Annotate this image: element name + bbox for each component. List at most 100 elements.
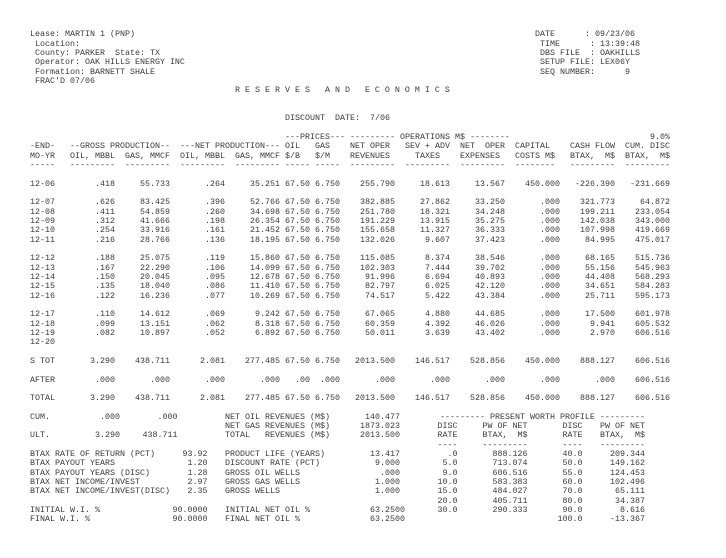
- pw-header: PW OF NET: [600, 421, 645, 432]
- table-cell: 6.750: [315, 234, 340, 245]
- table-cell: 55.733: [140, 178, 170, 189]
- pw-disc-rate: 100.0: [557, 514, 583, 525]
- table-cell: 44.408: [585, 271, 615, 282]
- column-header: OIL: [285, 141, 300, 152]
- table-cell: 6.750: [315, 290, 340, 301]
- table-cell: 67.50: [285, 262, 310, 273]
- total-cell: 2.081: [200, 355, 225, 366]
- column-header: -END-: [30, 141, 55, 152]
- total-cell: 3.290: [90, 393, 115, 404]
- total-cell: .000: [375, 374, 395, 385]
- stat-label: BTAX PAYOUT YEARS: [30, 458, 115, 469]
- total-cell: 67.50: [285, 355, 310, 366]
- stat-value: 1.000: [375, 486, 400, 497]
- column-divider: ---------: [70, 159, 115, 170]
- pw-value: -13.367: [610, 514, 645, 525]
- table-cell: -226.390: [575, 178, 615, 189]
- group-header-gross-production: --GROSS PRODUCTION--: [70, 141, 170, 152]
- total-cell: 450.000: [525, 393, 560, 404]
- table-cell: 6.750: [315, 225, 340, 236]
- stat-label: GROSS OIL WELLS: [225, 467, 300, 478]
- table-cell: 38.546: [475, 253, 505, 264]
- state: State: TX: [115, 47, 160, 58]
- table-cell: 35.251: [250, 178, 280, 189]
- pw-value: 65.111: [615, 486, 645, 497]
- table-cell: 67.50: [285, 290, 310, 301]
- table-cell: 67.50: [285, 215, 310, 226]
- total-cell: 6.750: [315, 355, 340, 366]
- table-cell: 67.50: [285, 309, 310, 320]
- table-cell: 3.639: [425, 327, 450, 338]
- ult-gas: 438.711: [142, 430, 178, 441]
- column-header: OIL, MBBL: [180, 150, 225, 161]
- pw-value: 606.516: [492, 467, 528, 478]
- row-period: 12-11: [30, 234, 55, 245]
- total-row-label: TOTAL: [30, 393, 55, 404]
- table-cell: 321.773: [580, 197, 615, 208]
- row-period: 12-19: [30, 327, 55, 338]
- table-cell: 515.736: [635, 253, 670, 264]
- info-value: OAKHILLS: [600, 47, 640, 58]
- table-cell: 67.50: [285, 327, 310, 338]
- table-cell: 40.893: [475, 271, 505, 282]
- table-cell: 43.384: [475, 290, 505, 301]
- total-cell: 6.750: [315, 393, 340, 404]
- table-cell: 4.392: [425, 318, 450, 329]
- total-cell: .000: [430, 374, 450, 385]
- total-cell: 438.711: [135, 393, 170, 404]
- table-cell: 36.333: [475, 225, 505, 236]
- discount-date-label: DISCOUNT DATE:: [285, 113, 360, 124]
- table-cell: 6.750: [315, 197, 340, 208]
- table-cell: 46.026: [475, 318, 505, 329]
- row-period: 12-15: [30, 281, 55, 292]
- stat-value: 1.000: [375, 477, 400, 488]
- table-cell: 595.173: [635, 290, 670, 301]
- pw-header: DISC: [437, 421, 458, 432]
- table-cell: .000: [540, 234, 560, 245]
- table-cell: 14.612: [140, 309, 170, 320]
- table-cell: 199.211: [580, 206, 615, 217]
- total-cell: 606.516: [635, 355, 670, 366]
- table-cell: 2.970: [590, 327, 615, 338]
- table-cell: 10.269: [250, 290, 280, 301]
- table-cell: 83.425: [140, 197, 170, 208]
- total-cell: .000: [150, 374, 170, 385]
- pw-header: ---------: [482, 439, 528, 450]
- table-cell: 18.195: [250, 234, 280, 245]
- table-cell: 26.354: [250, 215, 280, 226]
- table-cell: 34.651: [585, 281, 615, 292]
- table-cell: 255.790: [360, 178, 395, 189]
- total-cell: 2013.500: [355, 355, 395, 366]
- interest-value: 63.2500: [370, 505, 405, 516]
- table-cell: 67.50: [285, 206, 310, 217]
- revenue-label: NET OIL REVENUES (M$): [225, 411, 330, 422]
- table-cell: .000: [540, 225, 560, 236]
- column-divider: --------: [515, 159, 555, 170]
- table-cell: .260: [205, 206, 225, 217]
- row-period: 12-10: [30, 225, 55, 236]
- info-label: SETUP FILE: [540, 57, 590, 68]
- table-cell: 155.658: [360, 225, 395, 236]
- info-colon: :: [590, 38, 595, 49]
- interest-value: 90.0000: [172, 505, 208, 516]
- table-cell: 13.151: [140, 318, 170, 329]
- pw-disc-rate: 40.0: [562, 449, 583, 460]
- revenue-label: TOTAL REVENUES (M$): [225, 430, 330, 441]
- row-period: 12-18: [30, 318, 55, 329]
- pw-value: 102.496: [610, 477, 645, 488]
- stat-value: 1.28: [187, 467, 208, 478]
- table-cell: .099: [95, 318, 115, 329]
- pw-disc-rate: 80.0: [562, 495, 583, 506]
- info-label: DATE: [535, 29, 555, 40]
- table-cell: .000: [540, 253, 560, 264]
- total-row-label: AFTER: [30, 374, 55, 385]
- table-cell: .077: [205, 290, 225, 301]
- table-cell: 9.941: [590, 318, 615, 329]
- table-cell: 14.099: [250, 262, 280, 273]
- column-divider: ---------: [235, 159, 280, 170]
- table-cell: .122: [95, 290, 115, 301]
- table-cell: 18.040: [140, 281, 170, 292]
- table-cell: 67.50: [285, 281, 310, 292]
- table-cell: .161: [205, 225, 225, 236]
- report-title: R E S E R V E S A N D E C O N O M I C S: [235, 85, 450, 96]
